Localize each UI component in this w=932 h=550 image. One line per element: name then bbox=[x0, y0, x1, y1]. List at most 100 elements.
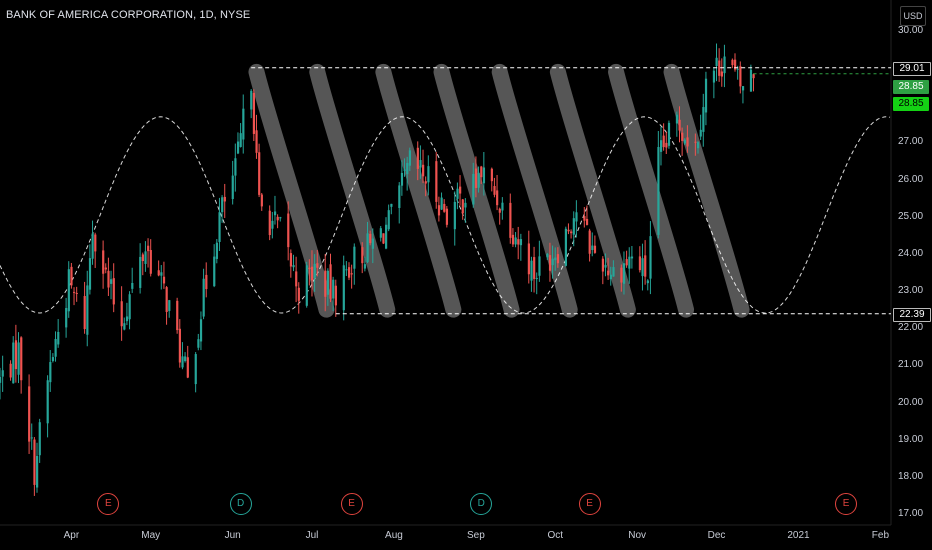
earnings-marker[interactable]: E bbox=[835, 493, 858, 515]
candle-body bbox=[234, 158, 237, 176]
candle-body bbox=[363, 264, 367, 269]
candle-body bbox=[387, 210, 390, 230]
candle-body bbox=[342, 265, 345, 311]
candle-body bbox=[30, 437, 33, 439]
candle-body bbox=[250, 90, 253, 110]
dividend-marker[interactable]: D bbox=[470, 493, 493, 515]
candle-body bbox=[662, 135, 665, 148]
candle-body bbox=[638, 256, 642, 271]
candle-body bbox=[422, 164, 425, 177]
earnings-marker[interactable]: E bbox=[97, 493, 120, 515]
candle-body bbox=[20, 337, 23, 381]
candle-body bbox=[107, 270, 110, 288]
candle-body bbox=[398, 185, 401, 208]
candle-body bbox=[65, 308, 68, 328]
candle-body bbox=[88, 258, 92, 290]
candle-body bbox=[736, 68, 739, 70]
candle-body bbox=[591, 245, 594, 250]
candle-body bbox=[625, 259, 628, 266]
candle-body bbox=[186, 357, 189, 378]
candle-body bbox=[371, 238, 374, 249]
candle-body bbox=[474, 168, 478, 188]
candle-body bbox=[334, 285, 337, 306]
candle-body bbox=[379, 228, 382, 238]
candle-body bbox=[630, 256, 634, 259]
candle-body bbox=[585, 218, 589, 225]
candle-body bbox=[70, 266, 73, 286]
candle-body bbox=[202, 278, 205, 317]
candle-body bbox=[406, 162, 409, 175]
candle-body bbox=[564, 228, 567, 266]
cycle-wave bbox=[0, 116, 891, 314]
candle-body bbox=[313, 263, 316, 278]
candle-body bbox=[461, 199, 464, 214]
price-tick-label: 21.00 bbox=[898, 359, 924, 371]
candle-body bbox=[612, 267, 615, 277]
last-price-label: 28.85 bbox=[893, 80, 929, 94]
candle-body bbox=[593, 245, 597, 253]
earnings-marker[interactable]: E bbox=[578, 493, 601, 515]
candle-body bbox=[73, 291, 76, 293]
candle-body bbox=[236, 141, 240, 154]
currency-label[interactable]: USD bbox=[900, 6, 926, 26]
candle-body bbox=[575, 212, 578, 222]
candle-body bbox=[12, 342, 15, 384]
candle-body bbox=[741, 86, 745, 91]
candle-body bbox=[390, 203, 393, 207]
candle-body bbox=[443, 203, 446, 212]
candle-body bbox=[223, 196, 226, 202]
candle-body bbox=[369, 233, 372, 244]
candle-body bbox=[329, 264, 332, 299]
candle-body bbox=[511, 234, 515, 245]
candle-body bbox=[482, 167, 486, 184]
earnings-marker[interactable]: E bbox=[340, 493, 363, 515]
candle-body bbox=[194, 354, 197, 385]
time-tick-label: Apr bbox=[63, 530, 80, 541]
candle-body bbox=[749, 69, 753, 92]
candle-body bbox=[157, 270, 160, 276]
candle-body bbox=[94, 234, 97, 252]
candle-body bbox=[667, 122, 671, 146]
price-tick-label: 17.00 bbox=[898, 508, 924, 519]
candle-body bbox=[91, 233, 94, 259]
candle-body bbox=[144, 251, 147, 264]
candle-body bbox=[538, 256, 541, 276]
candle-body bbox=[644, 255, 647, 277]
candle-body bbox=[570, 231, 573, 234]
candle-body bbox=[46, 380, 49, 424]
candle-body bbox=[36, 455, 39, 488]
drawing-stripe bbox=[433, 63, 520, 318]
candle-body bbox=[646, 280, 649, 284]
candle-body bbox=[419, 160, 422, 168]
candle-body bbox=[271, 220, 274, 229]
candle-body bbox=[149, 250, 152, 274]
candle-body bbox=[501, 202, 504, 211]
candle-body bbox=[385, 224, 388, 249]
price-tick-label: 24.00 bbox=[898, 247, 924, 259]
dividend-marker[interactable]: D bbox=[229, 493, 252, 515]
candle-body bbox=[141, 254, 144, 262]
symbol-title[interactable]: BANK OF AMERICA CORPORATION, 1D, NYSE bbox=[6, 9, 251, 21]
candle-body bbox=[628, 256, 631, 269]
time-tick-label: Jul bbox=[305, 530, 319, 541]
candle-body bbox=[350, 273, 353, 275]
candle-body bbox=[715, 57, 718, 66]
candle-body bbox=[464, 202, 467, 208]
candle-body bbox=[260, 194, 263, 207]
candle-body bbox=[427, 166, 430, 183]
candle-body bbox=[324, 270, 327, 297]
candle-body bbox=[178, 328, 181, 363]
time-tick-label: 2021 bbox=[787, 530, 810, 541]
candle-body bbox=[276, 216, 279, 221]
candle-body bbox=[665, 142, 668, 148]
candle-body bbox=[28, 386, 31, 442]
candle-body bbox=[165, 287, 168, 312]
candle-body bbox=[205, 274, 208, 290]
price-tick-label: 25.00 bbox=[898, 210, 924, 222]
candle-body bbox=[681, 132, 684, 141]
candle-body bbox=[601, 258, 605, 272]
candle-body bbox=[292, 265, 295, 268]
candle-body bbox=[215, 242, 219, 259]
candle-body bbox=[33, 439, 36, 485]
